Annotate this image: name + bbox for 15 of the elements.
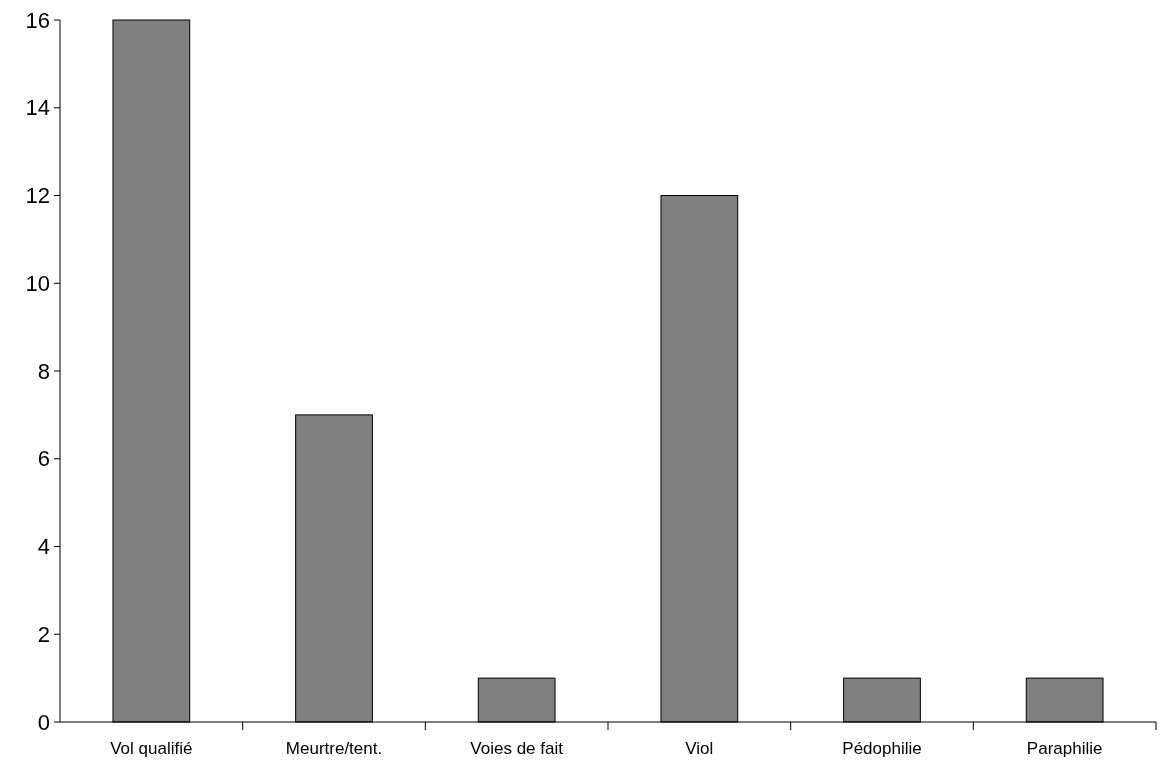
y-tick-label: 6 [37, 446, 50, 472]
y-tick-label: 10 [25, 270, 50, 296]
x-tick-label: Vol qualifié [110, 739, 193, 758]
y-tick-label: 2 [37, 621, 50, 647]
x-tick-label: Meurtre/tent. [285, 739, 383, 758]
y-tick-label: 0 [37, 709, 50, 735]
y-tick-label: 8 [37, 358, 50, 384]
x-tick-label: Paraphilie [1026, 739, 1103, 758]
x-tick-label: Voies de fait [470, 739, 564, 758]
x-tick-label: Pédophilie [842, 739, 922, 758]
y-tick-label: 4 [37, 534, 50, 560]
x-tick-label: Viol [685, 739, 714, 758]
y-tick-label: 12 [25, 183, 50, 209]
y-tick-label: 16 [25, 7, 50, 33]
y-tick-label: 14 [25, 95, 50, 121]
